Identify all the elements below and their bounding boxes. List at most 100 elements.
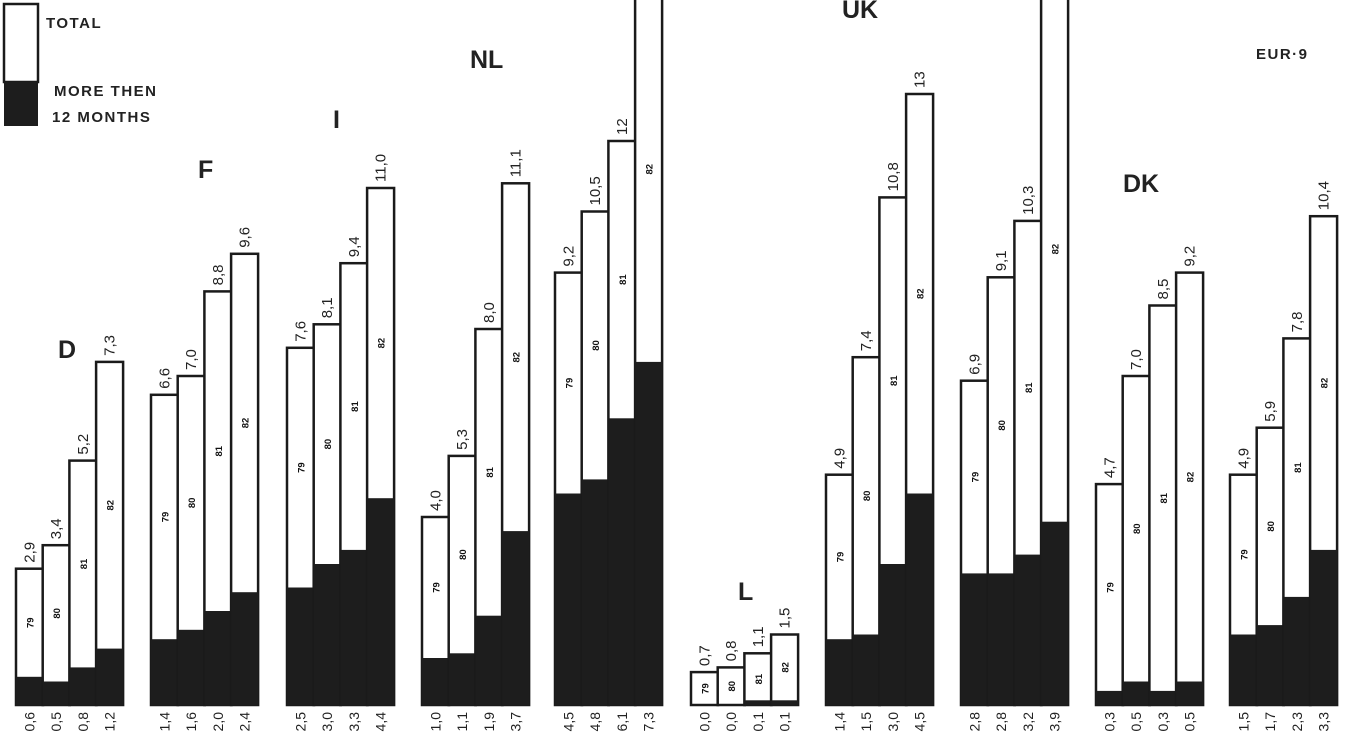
total-value-label: 1,1 [750, 626, 767, 647]
long-term-value-label: 1,9 [481, 712, 497, 732]
legend-long-swatch [4, 82, 38, 126]
long-term-value-label: 1,4 [832, 712, 848, 732]
bar-group-1: 79 6,6 1,4 80 7,0 1,6 81 8,8 2,0 82 9,6 2,4 F [149, 156, 260, 732]
total-value-label: 9,6 [237, 227, 254, 248]
year-label: 81 [754, 673, 765, 684]
long-term-value-label: 2,3 [1289, 712, 1305, 732]
region-label: EUR·9 [1256, 46, 1309, 63]
bar-long-term [204, 611, 232, 705]
long-term-value-label: 6,1 [614, 712, 630, 732]
country-label: UK [842, 0, 878, 24]
total-value-label: 1,5 [777, 608, 794, 629]
long-term-value-label: 2,8 [993, 712, 1009, 732]
country-label: I [333, 106, 340, 134]
total-value-label: 7,4 [858, 330, 875, 351]
total-value-label: 4,7 [1102, 457, 1119, 478]
bar-long-term [1230, 634, 1257, 705]
year-label: 82 [1051, 244, 1062, 255]
bar-long-term [987, 573, 1015, 705]
long-term-value-label: 0,5 [1182, 712, 1198, 732]
bar-long-term [826, 639, 853, 705]
bar-total [689, 670, 720, 707]
bar-long-term [635, 361, 663, 705]
bar-long-term [1310, 549, 1338, 705]
total-value-label: 7,0 [183, 349, 200, 370]
year-label: 82 [106, 500, 117, 511]
bar-group-0: 79 2,9 0,6 80 3,4 0,5 81 5,2 0,8 82 7,3 1,2 D [14, 335, 125, 732]
bar-long-term [313, 564, 341, 705]
long-term-value-label: 2,4 [237, 712, 253, 732]
long-term-value-label: 0,8 [75, 712, 91, 732]
bar-long-term [581, 479, 609, 705]
bar-long-term [231, 592, 259, 705]
bar-group-3: 79 4,0 1,0 80 5,3 1,1 81 8,0 1,9 82 11,1 3,7 NL [420, 46, 531, 732]
year-label: 81 [889, 375, 900, 386]
legend-total-swatch [2, 2, 40, 84]
bar-long-term [1256, 625, 1284, 705]
long-term-value-label: 3,0 [885, 712, 901, 732]
bar-total [41, 543, 71, 707]
total-value-label: 10,4 [1316, 181, 1333, 210]
long-term-value-label: 0,5 [1128, 712, 1144, 732]
total-value-label: 11,0 [373, 154, 390, 182]
bar-groups: 79 2,9 0,6 80 3,4 0,5 81 5,2 0,8 82 7,3 1,2 D 79 6,6 1,… [14, 0, 1339, 732]
year-label: 82 [645, 164, 656, 175]
long-term-value-label: 1,5 [858, 712, 874, 732]
long-term-value-label: 4,4 [373, 712, 389, 732]
long-term-value-label: 1,1 [454, 712, 470, 732]
total-value-label: 9,2 [561, 246, 578, 267]
long-term-value-label: 0,1 [750, 712, 766, 732]
bar-long-term [1149, 690, 1177, 705]
total-value-label: 8,5 [1155, 279, 1172, 300]
year-label: 82 [377, 338, 388, 349]
long-term-value-label: 2,0 [210, 712, 226, 732]
bar-long-term [771, 700, 799, 705]
year-label: 79 [971, 472, 982, 483]
country-label: L [738, 578, 753, 606]
long-term-value-label: 4,5 [912, 712, 928, 732]
country-label: DK [1123, 170, 1159, 198]
total-value-label: 7,3 [102, 335, 119, 356]
year-label: 81 [1024, 382, 1035, 393]
bar-long-term [422, 658, 449, 705]
total-value-label: 6,6 [157, 368, 174, 389]
long-term-value-label: 0,0 [723, 712, 739, 732]
bar-long-term [367, 498, 395, 705]
bar-long-term [555, 493, 582, 705]
legend-long-label-2: 12 MONTHS [52, 109, 151, 126]
year-label: 82 [241, 418, 252, 429]
year-label: 80 [727, 681, 738, 692]
bar-group-6: 79 4,9 1,4 80 7,4 1,5 81 10,8 3,0 82 13 4,5 UK [824, 0, 935, 732]
long-term-value-label: 1,5 [1236, 712, 1252, 732]
bar-total [1174, 271, 1205, 707]
bar-group-8: 79 4,7 0,3 80 7,0 0,5 81 8,5 0,3 82 9,2 0,5 DK [1094, 170, 1205, 732]
year-label: 82 [916, 288, 927, 299]
total-value-label: 8,0 [481, 302, 498, 323]
total-value-label: 8,1 [319, 297, 336, 318]
total-value-label: 0,7 [697, 645, 714, 666]
long-term-value-label: 3,2 [1020, 712, 1036, 732]
bar-total [1094, 482, 1125, 707]
long-term-value-label: 1,6 [183, 712, 199, 732]
total-value-label: 4,9 [1236, 448, 1253, 469]
bar-long-term [852, 634, 880, 705]
year-label: 79 [1106, 582, 1117, 593]
total-value-label: 10,3 [1020, 186, 1037, 215]
long-term-value-label: 4,5 [561, 712, 577, 732]
bar-long-term [151, 639, 178, 705]
total-value-label: 4,0 [428, 490, 445, 511]
long-term-value-label: 7,3 [641, 712, 657, 732]
bar-long-term [475, 615, 503, 705]
total-value-label: 7,8 [1289, 312, 1306, 333]
bar-long-term [287, 587, 314, 705]
long-term-value-label: 4,8 [587, 712, 603, 732]
long-term-value-label: 2,5 [293, 712, 309, 732]
bar-total [1121, 374, 1151, 707]
total-value-label: 11,1 [508, 149, 525, 177]
total-value-label: 7,6 [293, 321, 310, 342]
year-label: 80 [1132, 523, 1143, 534]
bar-long-term [906, 493, 934, 705]
bar-long-term [961, 573, 988, 705]
total-value-label: 10,5 [587, 176, 604, 205]
